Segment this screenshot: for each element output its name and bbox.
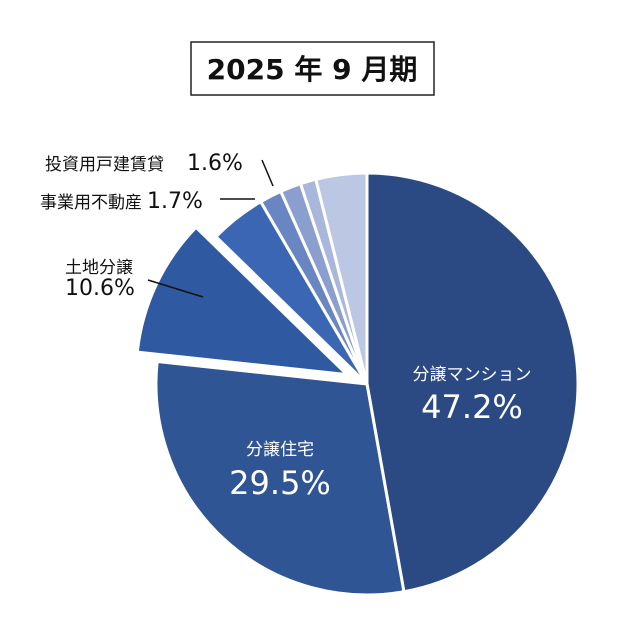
label-commercial-property-name: 事業用不動産	[40, 193, 142, 213]
label-condominium-value: 47.2%	[421, 388, 523, 426]
slice-condominium	[365, 171, 580, 594]
label-condominium-name: 分譲マンション	[413, 365, 532, 385]
label-detached-house-value: 29.5%	[229, 464, 331, 502]
slice-land	[135, 225, 349, 377]
label-rental-house-name: 投資用戸建賃貸	[45, 155, 164, 175]
label-land-value: 10.6%	[65, 276, 135, 301]
title-box	[190, 41, 435, 96]
leader-line-rental-house	[261, 159, 274, 187]
leader-line-land	[147, 279, 204, 298]
slice-detached-house	[154, 360, 406, 597]
slice-other-7	[314, 171, 369, 386]
label-rental-house-value: 1.6%	[187, 151, 243, 176]
chart-title: 2025 年 9 月期	[207, 53, 418, 86]
label-detached-house-name: 分譲住宅	[246, 440, 314, 460]
pie-slices	[135, 171, 580, 597]
label-land-name: 土地分譲	[65, 258, 133, 278]
label-commercial-property-value: 1.7%	[147, 189, 203, 214]
